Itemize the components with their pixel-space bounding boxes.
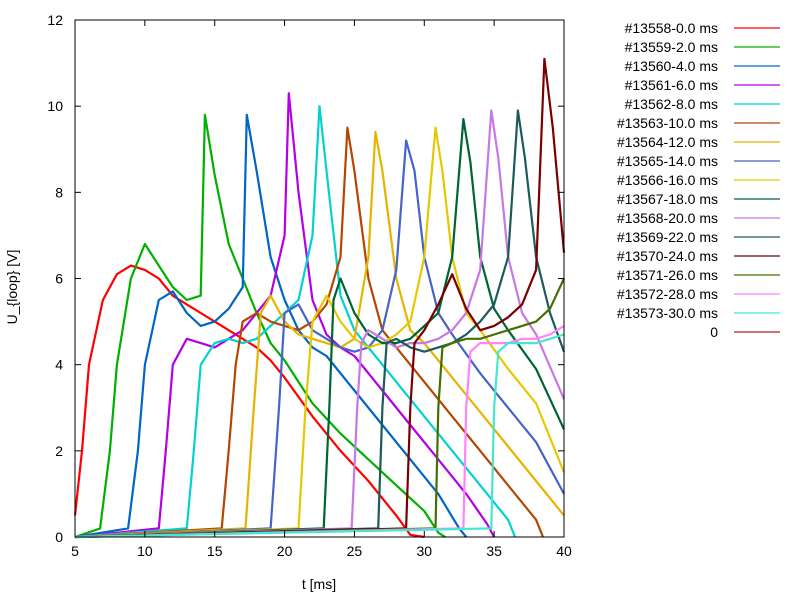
legend-label: 0 — [710, 324, 718, 340]
legend-label: #13565-14.0 ms — [617, 153, 718, 169]
x-axis-label: t [ms] — [302, 576, 336, 592]
x-tick-label: 10 — [137, 543, 153, 559]
series-line-15 — [74, 333, 565, 539]
plot-frame — [74, 19, 565, 538]
series-line-3 — [74, 92, 496, 539]
series-line-4 — [74, 105, 517, 539]
x-tick-label: 20 — [277, 543, 293, 559]
y-tick-label: 10 — [47, 98, 63, 114]
y-tick-label: 6 — [55, 271, 63, 287]
x-axis: 5 10 15 20 25 30 35 40 — [71, 20, 572, 559]
legend-label: #13569-22.0 ms — [617, 229, 718, 245]
legend-label: #13558-0.0 ms — [625, 20, 718, 36]
series-line-14 — [74, 324, 565, 539]
legend-label: #13571-26.0 ms — [617, 267, 718, 283]
legend-label: #13563-10.0 ms — [617, 115, 718, 131]
x-tick-label: 15 — [207, 543, 223, 559]
legend-label: #13564-12.0 ms — [617, 134, 718, 150]
series-line-8 — [74, 126, 566, 539]
series-line-7 — [74, 139, 565, 539]
legend-label: #13566-16.0 ms — [617, 172, 718, 188]
x-tick-label: 25 — [347, 543, 363, 559]
legend-label: #13572-28.0 ms — [617, 286, 718, 302]
series-line-11 — [74, 109, 566, 539]
y-tick-label: 2 — [55, 443, 63, 459]
y-tick-label: 8 — [55, 184, 63, 200]
x-tick-label: 40 — [556, 543, 572, 559]
legend-label: #13573-30.0 ms — [617, 305, 718, 321]
series-line-1 — [74, 113, 446, 539]
series-line-13 — [74, 278, 565, 539]
legend: #13558-0.0 ms #13559-2.0 ms #13560-4.0 ms #… — [617, 20, 780, 340]
legend-label: #13559-2.0 ms — [625, 39, 718, 55]
legend-label: #13567-18.0 ms — [617, 191, 718, 207]
y-axis-label: U_{loop} [V] — [4, 250, 20, 325]
series-line-12 — [74, 57, 566, 539]
legend-label: #13562-8.0 ms — [625, 96, 718, 112]
y-tick-label: 0 — [55, 529, 63, 545]
legend-label: #13560-4.0 ms — [625, 58, 718, 74]
y-tick-label: 4 — [55, 357, 63, 373]
series-line-10 — [74, 109, 566, 539]
legend-label: #13570-24.0 ms — [617, 248, 718, 264]
x-tick-label: 5 — [71, 543, 79, 559]
x-tick-label: 35 — [486, 543, 502, 559]
legend-label: #13568-20.0 ms — [617, 210, 718, 226]
y-tick-label: 12 — [47, 12, 63, 28]
series-line-5 — [74, 126, 545, 539]
series-line-2 — [74, 113, 468, 539]
y-axis: 0 2 4 6 8 10 12 — [47, 12, 564, 545]
series-line-9 — [74, 118, 565, 539]
plot-area — [73, 57, 566, 539]
legend-label: #13561-6.0 ms — [625, 77, 718, 93]
x-tick-label: 30 — [416, 543, 432, 559]
